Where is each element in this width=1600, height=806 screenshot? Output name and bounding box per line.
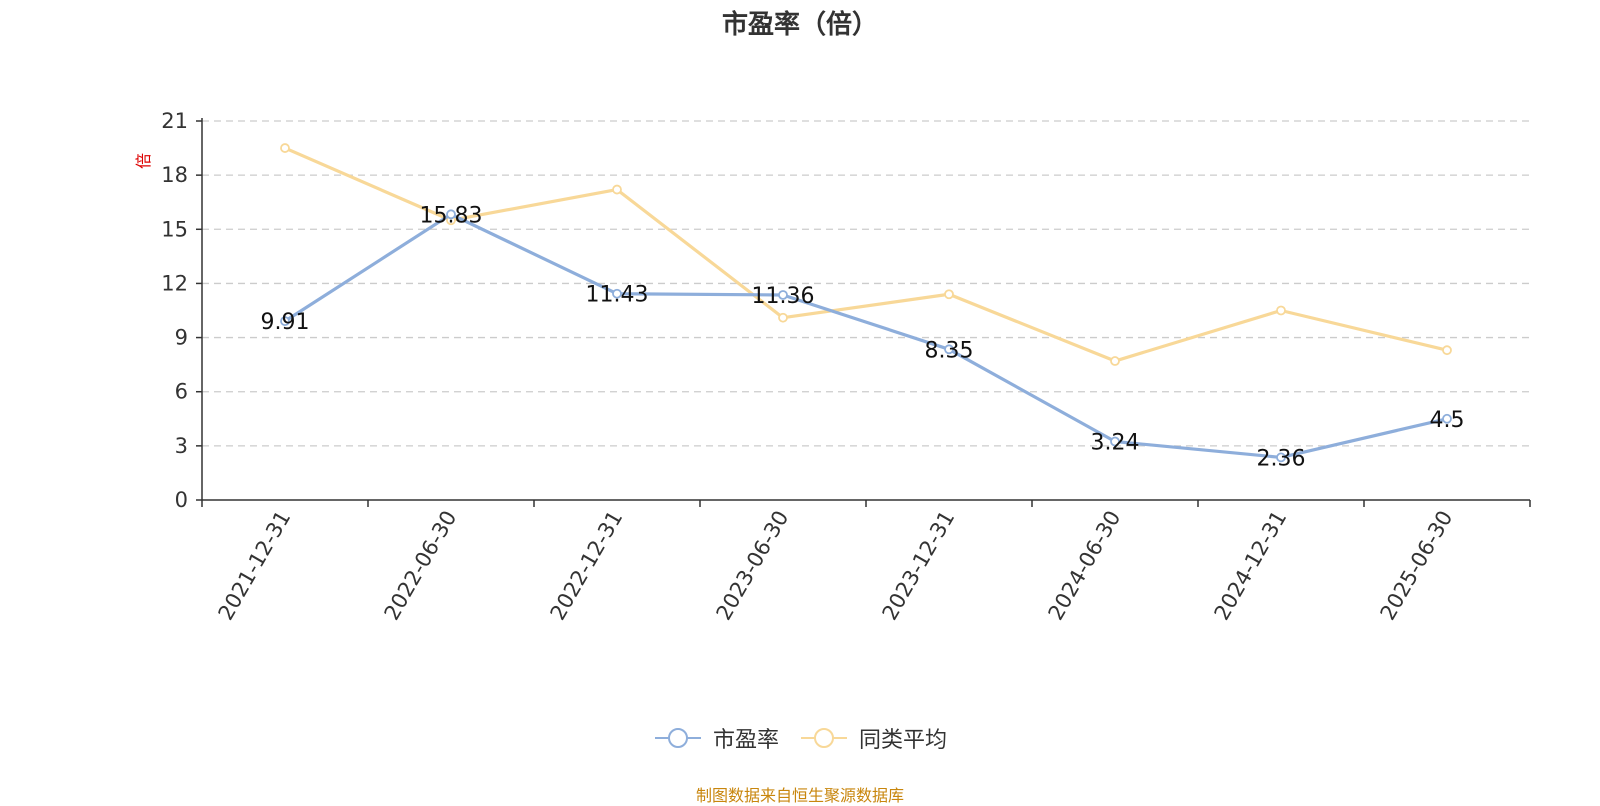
data-point-pe xyxy=(778,290,788,300)
data-label-pe: 11.36 xyxy=(752,284,815,309)
y-tick-label: 6 xyxy=(175,380,188,404)
data-label-pe: 11.43 xyxy=(586,283,649,308)
legend-label-pe: 市盈率 xyxy=(712,728,779,753)
data-point-pe xyxy=(1442,413,1452,424)
data-label-pe: 4.5 xyxy=(1430,408,1465,433)
series-line-pe xyxy=(284,212,1448,460)
x-tick-label: 2025-06-30 xyxy=(1376,507,1458,625)
legend-label-peer-avg: 同类平均 xyxy=(859,728,948,753)
grid-lines xyxy=(202,120,1530,447)
x-tick-label: 2024-06-30 xyxy=(1044,507,1126,625)
x-tick-label: 2022-06-30 xyxy=(380,507,462,625)
data-point-pe xyxy=(1110,436,1120,447)
x-tick-label: 2023-12-31 xyxy=(878,507,960,625)
y-tick-label: 15 xyxy=(161,217,188,241)
data-point-pe xyxy=(612,288,622,299)
series-line-peer-avg xyxy=(284,146,1448,363)
data-point-pe xyxy=(1276,452,1286,463)
x-tick-label: 2021-12-31 xyxy=(214,507,296,625)
axes: 0 3 6 9 12 15 18 21 倍 2021-12-31 2022-06-30 2022-12… xyxy=(134,109,1531,625)
legend-item-peer-avg[interactable]: 同类平均 xyxy=(799,722,947,754)
y-tick-label: 12 xyxy=(161,271,188,295)
x-tick-label: 2023-06-30 xyxy=(712,507,794,625)
data-label-pe: 2.36 xyxy=(1257,446,1306,471)
x-tick-label: 2022-12-31 xyxy=(546,507,628,625)
series xyxy=(280,143,1452,463)
y-axis-unit-label: 倍 xyxy=(134,153,153,169)
data-label-pe: 15.83 xyxy=(420,203,483,228)
data-label-pe: 3.24 xyxy=(1091,431,1140,456)
legend: 市盈率 同类平均 xyxy=(0,722,1600,754)
y-tick-label: 9 xyxy=(175,326,188,350)
data-point-peer-avg xyxy=(778,312,788,323)
y-tick-label: 21 xyxy=(161,109,188,133)
x-tick-label: 2024-12-31 xyxy=(1210,507,1292,625)
y-tick-label: 18 xyxy=(161,163,188,187)
chart-title: 市盈率（倍） xyxy=(721,10,878,40)
data-point-peer-avg xyxy=(1276,305,1286,316)
data-point-peer-avg xyxy=(612,184,622,195)
legend-item-pe[interactable]: 市盈率 xyxy=(653,722,779,754)
data-point-pe xyxy=(944,344,954,355)
data-point-peer-avg xyxy=(280,143,290,153)
legend-pe-marker-icon xyxy=(654,728,701,748)
data-point-pe xyxy=(280,316,290,327)
y-tick-label: 0 xyxy=(175,488,188,512)
y-tick-label: 3 xyxy=(175,434,188,458)
data-point-peer-avg xyxy=(944,289,954,300)
data-point-peer-avg xyxy=(1110,356,1120,366)
legend-peer-avg-marker-icon xyxy=(801,728,847,748)
data-label-pe: 8.35 xyxy=(925,338,974,363)
data-label-pe: 9.91 xyxy=(261,310,310,335)
data-point-pe xyxy=(446,209,456,220)
data-point-peer-avg xyxy=(1442,345,1452,356)
source-note: 制图数据来自恒生聚源数据库 xyxy=(695,786,904,805)
data-labels: 9.91 15.83 11.43 11.36 8.35 3.24 2.36 4.5 xyxy=(261,203,1465,471)
